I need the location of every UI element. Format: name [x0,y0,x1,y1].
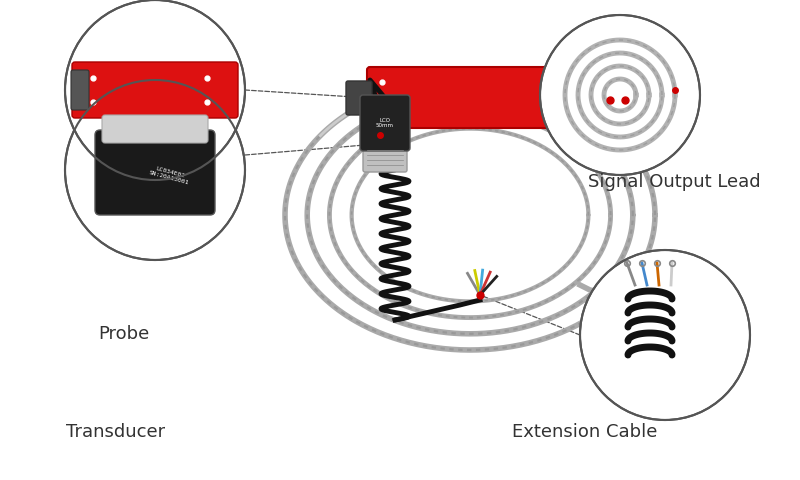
Text: Signal Output Lead: Signal Output Lead [588,173,761,192]
FancyBboxPatch shape [367,67,573,128]
FancyBboxPatch shape [563,78,585,117]
FancyBboxPatch shape [346,81,372,115]
FancyBboxPatch shape [360,95,410,151]
Circle shape [65,0,245,180]
Text: LCO
50mm: LCO 50mm [376,118,394,128]
FancyBboxPatch shape [95,130,215,215]
FancyBboxPatch shape [363,143,407,172]
FancyBboxPatch shape [71,70,89,110]
FancyBboxPatch shape [102,115,208,143]
Circle shape [540,15,700,175]
Text: Transducer: Transducer [66,423,166,441]
Text: Extension Cable: Extension Cable [512,423,658,441]
Circle shape [580,250,750,420]
Text: Probe: Probe [98,324,150,343]
Circle shape [65,80,245,260]
Text: LC034E02
SN:20A13001: LC034E02 SN:20A13001 [149,165,191,186]
FancyBboxPatch shape [606,83,626,117]
FancyBboxPatch shape [72,62,238,118]
